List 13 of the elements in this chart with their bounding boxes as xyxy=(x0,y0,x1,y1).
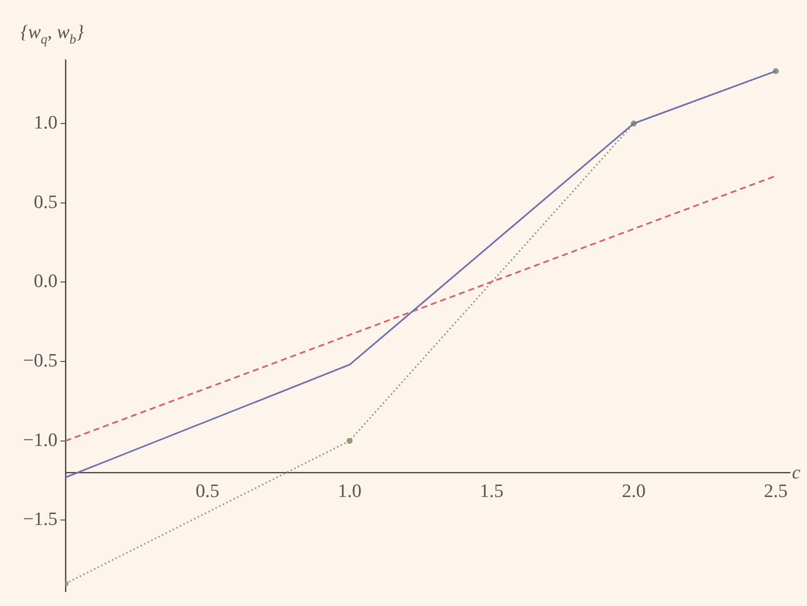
x-tick-label: 2.0 xyxy=(622,480,646,502)
x-tick-label: 0.5 xyxy=(196,480,220,502)
y-tick-label: 0.0 xyxy=(34,271,58,292)
y-tick-label: 1.0 xyxy=(34,112,58,134)
x-tick-label: 2.5 xyxy=(764,480,788,502)
y-tick-label: −1.5 xyxy=(22,509,58,530)
y-tick-label: −0.5 xyxy=(22,350,58,372)
x-tick-label: 1.0 xyxy=(338,480,362,502)
y-tick-label: −1.0 xyxy=(22,430,58,451)
y-tick-label: 0.5 xyxy=(34,192,58,213)
x-axis-title: c xyxy=(792,462,801,484)
x-tick-label: 1.5 xyxy=(480,480,504,502)
point xyxy=(346,438,353,444)
